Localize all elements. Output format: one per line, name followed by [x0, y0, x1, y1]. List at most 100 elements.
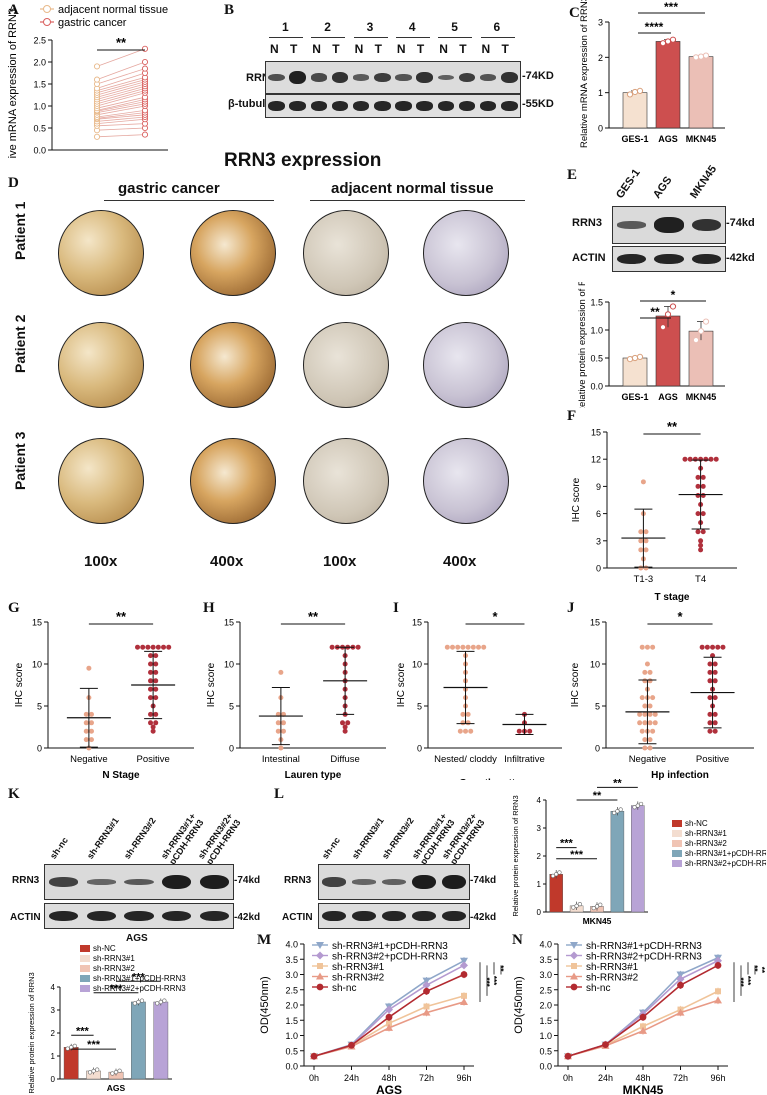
G-point [88, 711, 94, 717]
N-ytick-label: 2.5 [539, 985, 552, 995]
J-point [644, 661, 650, 667]
J-point [647, 720, 653, 726]
Lbar-sig: ** [613, 777, 622, 789]
Kbar-cell-label: AGS [107, 1083, 126, 1093]
a-pair-line [96, 90, 146, 105]
E-point [664, 311, 672, 318]
J-point [642, 669, 648, 675]
G-point [88, 720, 94, 726]
blot-band [374, 101, 391, 111]
H-point [275, 728, 281, 734]
N-legend-label: sh-RRN3#1+pCDH-RRN3 [586, 941, 702, 952]
a-pair-line [96, 61, 146, 80]
legend-marker-cancer [43, 18, 51, 26]
blot-band [395, 101, 412, 111]
G-point [148, 678, 154, 684]
I-point [516, 728, 522, 734]
J-point [639, 695, 645, 701]
G-ytick-label: 10 [32, 660, 42, 670]
M-sig: *** [489, 976, 498, 986]
a-ylabel: Relative mRNA expression of RRN3 [7, 8, 19, 158]
E-bar [622, 357, 648, 387]
H-point [340, 720, 346, 726]
blot-band [49, 910, 79, 922]
Kbar-ytick-label: 1 [51, 1052, 56, 1061]
blot-band [479, 101, 497, 111]
N-sig: ** [750, 965, 759, 972]
blot-l: sh-nc sh-RRN3#1 sh-RRN3#2 sh-RRN3#1+ pCDH-R… [282, 795, 504, 945]
G-ytick-label: 5 [37, 702, 42, 712]
a-pair-line [96, 81, 146, 96]
F-point [703, 456, 709, 462]
I-ylabel: IHC score [396, 662, 407, 707]
legend-a: adjacent normal tissue gastric cancer [40, 4, 168, 29]
panel-label-a: A [8, 2, 19, 18]
Lbar-ytick-label: 1 [537, 880, 542, 889]
a-point-normal [93, 63, 101, 70]
G-point [86, 665, 92, 671]
M-legend-label: sh-RRN3#2+pCDH-RRN3 [332, 952, 448, 963]
panel_k-lane-label: sh-RRN3#1 [85, 815, 121, 861]
I-point [457, 728, 463, 734]
G-point [148, 720, 154, 726]
H-point [342, 728, 348, 734]
J-point [642, 737, 648, 743]
N-ytick-label: 0.0 [539, 1062, 552, 1072]
I-xtick-label: Nested/ cloddy [434, 754, 497, 765]
l-row-actin: ACTIN [282, 912, 313, 923]
d-underline-cancer [104, 200, 274, 201]
N-legend-label: sh-nc [586, 983, 610, 994]
J-ytick-label: 15 [590, 618, 600, 628]
I-ytick-label: 5 [417, 702, 422, 712]
chart-g: IHC score 0 5 10 15 Negative Positive ** N Stage [14, 609, 194, 780]
Lbar-legend-label: sh-RRN3#2 [685, 839, 727, 848]
M-series-point [461, 992, 467, 999]
G-point [150, 644, 156, 650]
E-ytick-label: 1.5 [590, 298, 603, 308]
M-cell-label: AGS [376, 1083, 402, 1095]
I-point [444, 644, 450, 650]
J-point [707, 711, 713, 717]
M-ytick-label: 2.5 [285, 985, 298, 995]
J-point [652, 711, 658, 717]
M-legend-label: sh-RRN3#1 [332, 962, 385, 973]
b-lane-nt: N [270, 42, 279, 56]
C-ytick-label: 3 [598, 18, 603, 28]
Lbar-bar [631, 805, 645, 913]
c-sig-1: **** [645, 20, 664, 34]
F-point [695, 529, 701, 535]
G-xlabel: N Stage [102, 770, 140, 780]
M-series-point [423, 987, 430, 995]
M-legend-marker [316, 972, 324, 980]
C-point [702, 52, 710, 59]
M-ytick-label: 0.5 [285, 1046, 298, 1056]
G-ytick-label: 0 [37, 744, 42, 754]
F-point [643, 538, 649, 544]
M-xtick-label: 96h [456, 1073, 471, 1083]
N-series-point [564, 1052, 572, 1060]
Kbar-point [113, 1069, 119, 1075]
M-ytick-label: 1.0 [285, 1031, 298, 1041]
J-point [704, 644, 710, 650]
a-pair-line [96, 116, 146, 122]
C-point [664, 38, 672, 45]
J-point [712, 720, 718, 726]
e-blot-actin [612, 246, 726, 272]
M-legend-label: sh-nc [332, 983, 356, 994]
panel-label-j: J [567, 600, 575, 616]
M-series-point [422, 1008, 431, 1016]
Kbar-legend-swatch [80, 955, 90, 962]
G-plot: IHC score 0 5 10 15 Negative Positive ** N Stage [14, 609, 194, 780]
blot-band [691, 253, 721, 265]
F-point [700, 474, 706, 480]
J-point [637, 720, 643, 726]
J-point [707, 678, 713, 684]
F-xtick-label: T1-3 [634, 574, 654, 585]
M-series-point [460, 957, 468, 965]
a-pair-line [96, 114, 146, 120]
G-point [148, 661, 154, 667]
Kbar-bar [63, 1047, 79, 1080]
Lbar-ytick-label: 3 [537, 824, 542, 833]
M-series-point [386, 1020, 392, 1027]
d-patient-1: Patient 1 [12, 201, 28, 260]
